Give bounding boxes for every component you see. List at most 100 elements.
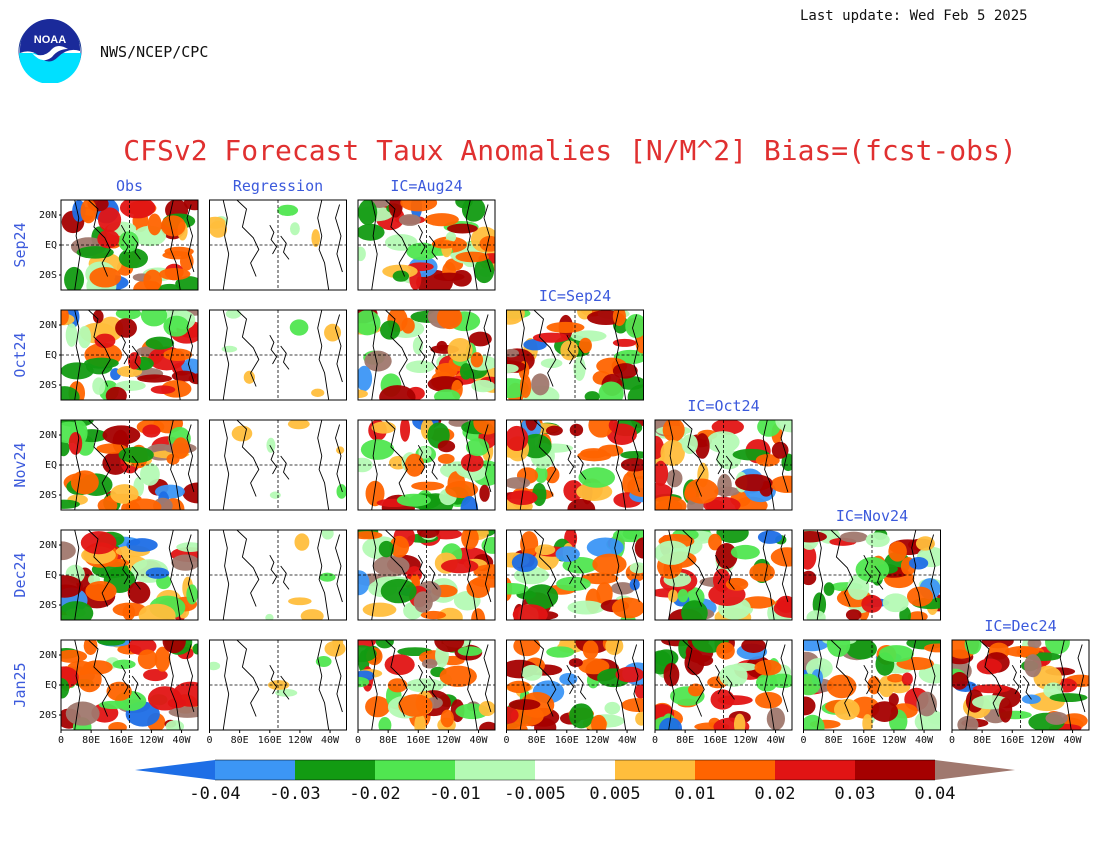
anomaly-blob <box>175 276 198 290</box>
panel-frame <box>506 419 644 511</box>
anomaly-blob <box>80 200 97 224</box>
coastline <box>533 640 557 717</box>
coastline <box>317 640 330 730</box>
coastline <box>465 530 478 620</box>
coastline <box>566 444 575 475</box>
coastline <box>131 675 141 700</box>
anomaly-blob <box>424 213 459 227</box>
anomaly-blob <box>525 420 538 431</box>
colorbar-label: 0.04 <box>915 784 956 804</box>
panel-frame <box>654 639 793 731</box>
map-panel <box>506 529 644 621</box>
anomaly-blob <box>906 586 934 607</box>
coastline <box>120 224 129 255</box>
anomaly-field <box>209 640 346 697</box>
anomaly-blob <box>379 385 416 400</box>
x-tick-label: 80E <box>825 735 843 746</box>
coastline <box>236 310 260 387</box>
agency-label: NWS/NCEP/CPC <box>100 43 209 61</box>
panel-frame <box>209 639 347 731</box>
coastline <box>483 314 492 383</box>
anomaly-blob <box>511 553 538 573</box>
anomaly-blob <box>460 496 479 510</box>
anomaly-blob <box>555 546 580 562</box>
panel-frame <box>209 419 347 511</box>
panel-frame <box>60 199 199 291</box>
anomaly-blob <box>160 215 186 237</box>
anomaly-blob <box>358 531 383 540</box>
anomaly-blob <box>663 662 680 687</box>
anomaly-blob <box>578 658 610 675</box>
anomaly-blob <box>126 538 158 552</box>
anomaly-field <box>358 200 495 290</box>
anomaly-blob <box>625 313 644 338</box>
colorbar-label: -0.03 <box>269 784 320 804</box>
anomaly-blob <box>741 640 766 653</box>
map-panel <box>209 529 347 621</box>
coastline <box>714 664 723 695</box>
anomaly-blob <box>76 246 114 259</box>
anomaly-blob <box>569 423 584 437</box>
x-tick-label: 40W <box>470 735 489 746</box>
row-label: Jan25 <box>11 662 29 707</box>
anomaly-blob <box>573 356 586 381</box>
coastline <box>280 235 290 260</box>
anomaly-blob <box>627 384 644 400</box>
anomaly-blob <box>362 602 397 617</box>
anomaly-blob <box>506 310 525 325</box>
coastline <box>614 420 627 510</box>
anomaly-blob <box>771 441 789 459</box>
anomaly-blob <box>976 658 1002 675</box>
anomaly-blob <box>714 486 740 497</box>
anomaly-blob <box>474 257 495 284</box>
colorbar-label: 0.005 <box>589 784 640 804</box>
anomaly-blob <box>65 701 100 726</box>
map-panel <box>357 199 496 291</box>
coastline <box>428 345 438 370</box>
anomaly-blob <box>862 714 873 730</box>
anomaly-blob <box>845 609 862 620</box>
column-header: Regression <box>233 177 323 195</box>
anomaly-blob <box>546 646 575 658</box>
coastline <box>863 664 872 695</box>
coastline <box>979 640 1002 717</box>
anomaly-blob <box>459 363 473 380</box>
x-tick-label: 0 <box>800 735 806 746</box>
coastline <box>632 644 640 713</box>
anomaly-blob <box>725 577 749 591</box>
anomaly-blob <box>471 379 495 393</box>
anomaly-field <box>265 530 336 620</box>
anomaly-blob <box>806 610 826 620</box>
anomaly-blob <box>803 544 817 570</box>
coastline <box>168 640 181 730</box>
map-panel <box>60 309 199 401</box>
anomaly-blob <box>96 443 128 454</box>
y-tick-label: 20S <box>39 710 57 721</box>
anomaly-blob <box>108 721 127 730</box>
anomaly-blob <box>80 531 117 555</box>
coastline <box>385 530 408 607</box>
anomaly-blob <box>588 420 614 438</box>
anomaly-blob <box>803 640 830 652</box>
y-tick-label: EQ <box>45 680 57 691</box>
anomaly-blob <box>119 200 156 219</box>
anomaly-blob <box>957 715 979 730</box>
anomaly-field <box>358 530 495 620</box>
anomaly-blob <box>706 431 740 453</box>
coastline <box>682 530 705 607</box>
coastline <box>335 644 343 713</box>
anomaly-blob <box>94 333 116 349</box>
logo-text: NOAA <box>34 34 66 46</box>
anomaly-blob <box>556 576 591 592</box>
coastline <box>577 345 587 370</box>
coastline <box>762 530 775 620</box>
anomaly-blob <box>61 649 88 663</box>
colorbar-segment <box>775 760 855 780</box>
anomaly-blob <box>775 420 792 433</box>
anomaly-blob <box>1005 646 1040 657</box>
anomaly-blob <box>179 252 194 271</box>
row-label: Oct24 <box>11 332 29 377</box>
coastline <box>830 530 854 607</box>
map-panel <box>803 529 941 621</box>
coastline <box>88 420 111 497</box>
